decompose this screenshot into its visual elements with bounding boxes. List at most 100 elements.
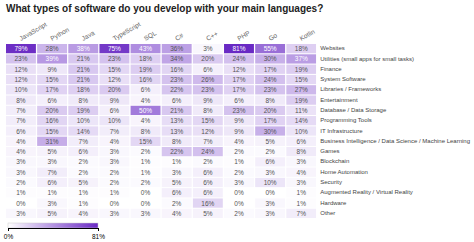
cell (193, 54, 223, 63)
cell (37, 44, 67, 53)
cell (37, 95, 67, 104)
cell-label: 38% (77, 45, 90, 52)
cell (255, 147, 285, 156)
cell-label: 9% (234, 117, 244, 124)
cell-label: 55% (264, 45, 277, 52)
cell-label: 20% (108, 86, 121, 93)
cell-label: 2% (16, 179, 26, 186)
cell (162, 147, 192, 156)
row-label: Augmented Reality / Virtual Reality (320, 189, 413, 195)
cell (255, 85, 285, 94)
cell (68, 95, 98, 104)
cell-label: 16% (201, 200, 214, 207)
cell (68, 126, 98, 135)
cell (68, 116, 98, 125)
cell-label: 17% (264, 66, 277, 73)
cell (68, 44, 98, 53)
cell-label: 23% (264, 86, 277, 93)
cell-label: 0% (16, 200, 26, 207)
cell (99, 137, 129, 146)
cell-label: 5% (203, 210, 213, 217)
cell (37, 116, 67, 125)
cell-label: 9% (234, 128, 244, 135)
cell (6, 116, 36, 125)
cell-label: 16% (46, 117, 59, 124)
cell (37, 178, 67, 187)
cell-label: 3% (16, 158, 26, 165)
cell (6, 178, 36, 187)
cell (68, 188, 98, 197)
cell (224, 209, 254, 218)
cell-label: 4% (172, 210, 182, 217)
cell-label: 10% (264, 179, 277, 186)
cell (286, 54, 316, 63)
cell-label: 3% (16, 210, 26, 217)
cell-label: 2% (79, 169, 89, 176)
cell (6, 65, 36, 74)
cell (162, 65, 192, 74)
cell (286, 106, 316, 115)
cell-label: 8% (297, 148, 307, 155)
cell-label: 17% (264, 117, 277, 124)
cell-label: 14% (295, 117, 308, 124)
cell-label: 6% (141, 86, 151, 93)
cell-label: 18% (77, 86, 90, 93)
cell-label: 1% (141, 158, 151, 165)
cell (68, 147, 98, 156)
cell-label: 1% (110, 189, 120, 196)
cell (193, 65, 223, 74)
cell-label: 1% (297, 189, 307, 196)
cell-label: 2% (265, 148, 275, 155)
cell (193, 126, 223, 135)
cell (193, 209, 223, 218)
row-label: Hardware (320, 200, 347, 206)
cell-label: 5% (172, 179, 182, 186)
cell-label: 6% (47, 179, 57, 186)
cell-label: 15% (139, 138, 152, 145)
cell (68, 65, 98, 74)
cell (99, 75, 129, 84)
cell (193, 157, 223, 166)
cell-label: 0% (110, 200, 120, 207)
cell-label: 2% (172, 200, 182, 207)
cell-label: 3% (297, 179, 307, 186)
cell-label: 4% (297, 169, 307, 176)
row-label: Business Intelligence / Data Science / M… (320, 138, 470, 144)
cell (286, 75, 316, 84)
cell-label: 12% (14, 66, 27, 73)
colorbar-tick: 81% (92, 228, 105, 240)
cell-label: 0% (265, 189, 275, 196)
cell (255, 95, 285, 104)
cell-label: 26% (201, 76, 214, 83)
cell (99, 54, 129, 63)
cell (286, 95, 316, 104)
cell (131, 178, 161, 187)
cell-label: 36% (170, 45, 183, 52)
cell-label: 1% (47, 189, 57, 196)
cell (6, 157, 36, 166)
cell (224, 147, 254, 156)
cell-label: 19% (295, 97, 308, 104)
row-label: Finance (320, 66, 342, 72)
cell (193, 75, 223, 84)
cell-label: 10% (77, 117, 90, 124)
cell (131, 95, 161, 104)
cell-label: 20% (201, 55, 214, 62)
cell-label: 1% (172, 158, 182, 165)
cell-label: 2% (79, 158, 89, 165)
cell (224, 95, 254, 104)
cell (6, 209, 36, 218)
cell-label: 21% (77, 55, 90, 62)
cell-label: 50% (139, 107, 152, 114)
cell (224, 44, 254, 53)
cell-label: 2% (141, 148, 151, 155)
cell-label: 4% (79, 210, 89, 217)
cell (286, 188, 316, 197)
cell-label: 21% (77, 76, 90, 83)
cell (224, 178, 254, 187)
cell-label: 12% (108, 76, 121, 83)
title: What types of software do you develop wi… (6, 3, 323, 14)
cell-label: 7% (16, 117, 26, 124)
column-header: Java (80, 29, 96, 42)
cell-label: 20% (46, 107, 59, 114)
